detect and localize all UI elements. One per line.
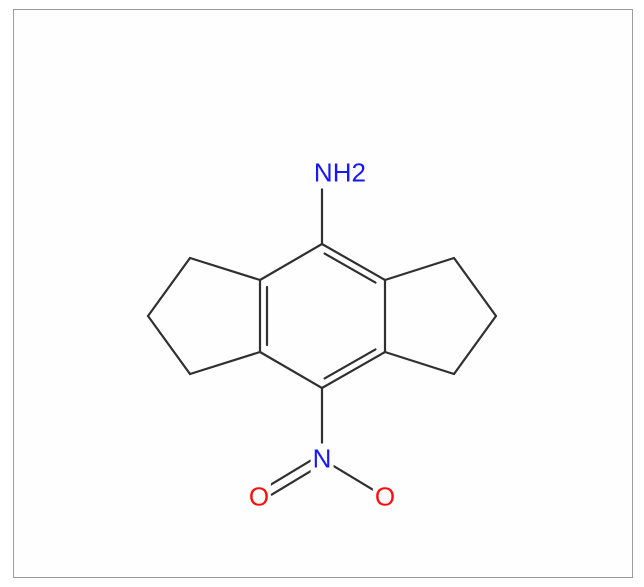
molecule-diagram xyxy=(0,0,644,587)
atom-label-n_nh2: NH2 xyxy=(312,158,368,189)
atom-label-n_no2: N xyxy=(311,444,334,475)
atom-label-o2: O xyxy=(373,482,397,513)
canvas: NH2 N O O xyxy=(0,0,644,587)
atom-label-o1: O xyxy=(247,482,271,513)
